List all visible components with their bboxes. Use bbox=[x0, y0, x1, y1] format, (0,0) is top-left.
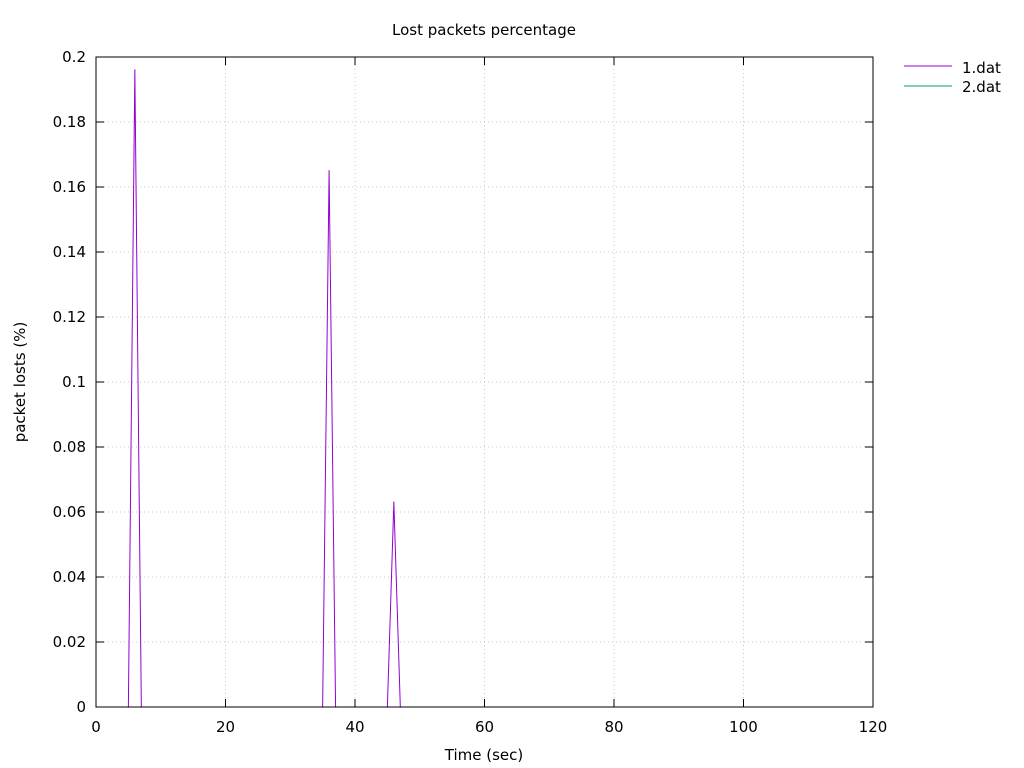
y-tick-label: 0.16 bbox=[53, 178, 86, 196]
tick-label-layer: 0 20 40 60 80 100 120 0 0.02 0.04 0.06 0.08 0.1 0.12 0… bbox=[53, 48, 888, 736]
y-tick-label: 0.08 bbox=[53, 438, 86, 456]
data-point-1-dat bbox=[328, 170, 330, 172]
tick-layer bbox=[95, 56, 874, 708]
grid-layer bbox=[96, 57, 873, 707]
series-line-1-dat bbox=[127, 69, 401, 708]
legend: 1.dat 2.dat bbox=[904, 59, 1001, 96]
x-tick-label: 20 bbox=[216, 718, 235, 736]
x-tick-label: 0 bbox=[91, 718, 101, 736]
y-tick-label: 0.18 bbox=[53, 113, 86, 131]
y-tick-label: 0.12 bbox=[53, 308, 86, 326]
y-tick-label: 0.06 bbox=[53, 503, 86, 521]
legend-label-2-dat: 2.dat bbox=[962, 78, 1001, 96]
data-point-1-dat bbox=[393, 501, 395, 503]
series-layer bbox=[127, 69, 401, 708]
y-tick-label: 0.1 bbox=[62, 373, 86, 391]
x-tick-label: 40 bbox=[345, 718, 364, 736]
x-tick-label: 120 bbox=[859, 718, 888, 736]
y-tick-label: 0.02 bbox=[53, 633, 86, 651]
y-tick-label: 0 bbox=[76, 698, 86, 716]
x-axis-label: Time (sec) bbox=[444, 746, 523, 764]
chart-title: Lost packets percentage bbox=[392, 21, 576, 39]
y-tick-label: 0.14 bbox=[53, 243, 86, 261]
y-axis-label: packet losts (%) bbox=[11, 322, 29, 443]
x-tick-label: 60 bbox=[475, 718, 494, 736]
legend-label-1-dat: 1.dat bbox=[962, 59, 1001, 77]
x-tick-label: 80 bbox=[604, 718, 623, 736]
y-tick-label: 0.04 bbox=[53, 568, 86, 586]
x-tick-label: 100 bbox=[729, 718, 758, 736]
y-tick-label: 0.2 bbox=[62, 48, 86, 66]
data-point-1-dat bbox=[134, 69, 136, 71]
